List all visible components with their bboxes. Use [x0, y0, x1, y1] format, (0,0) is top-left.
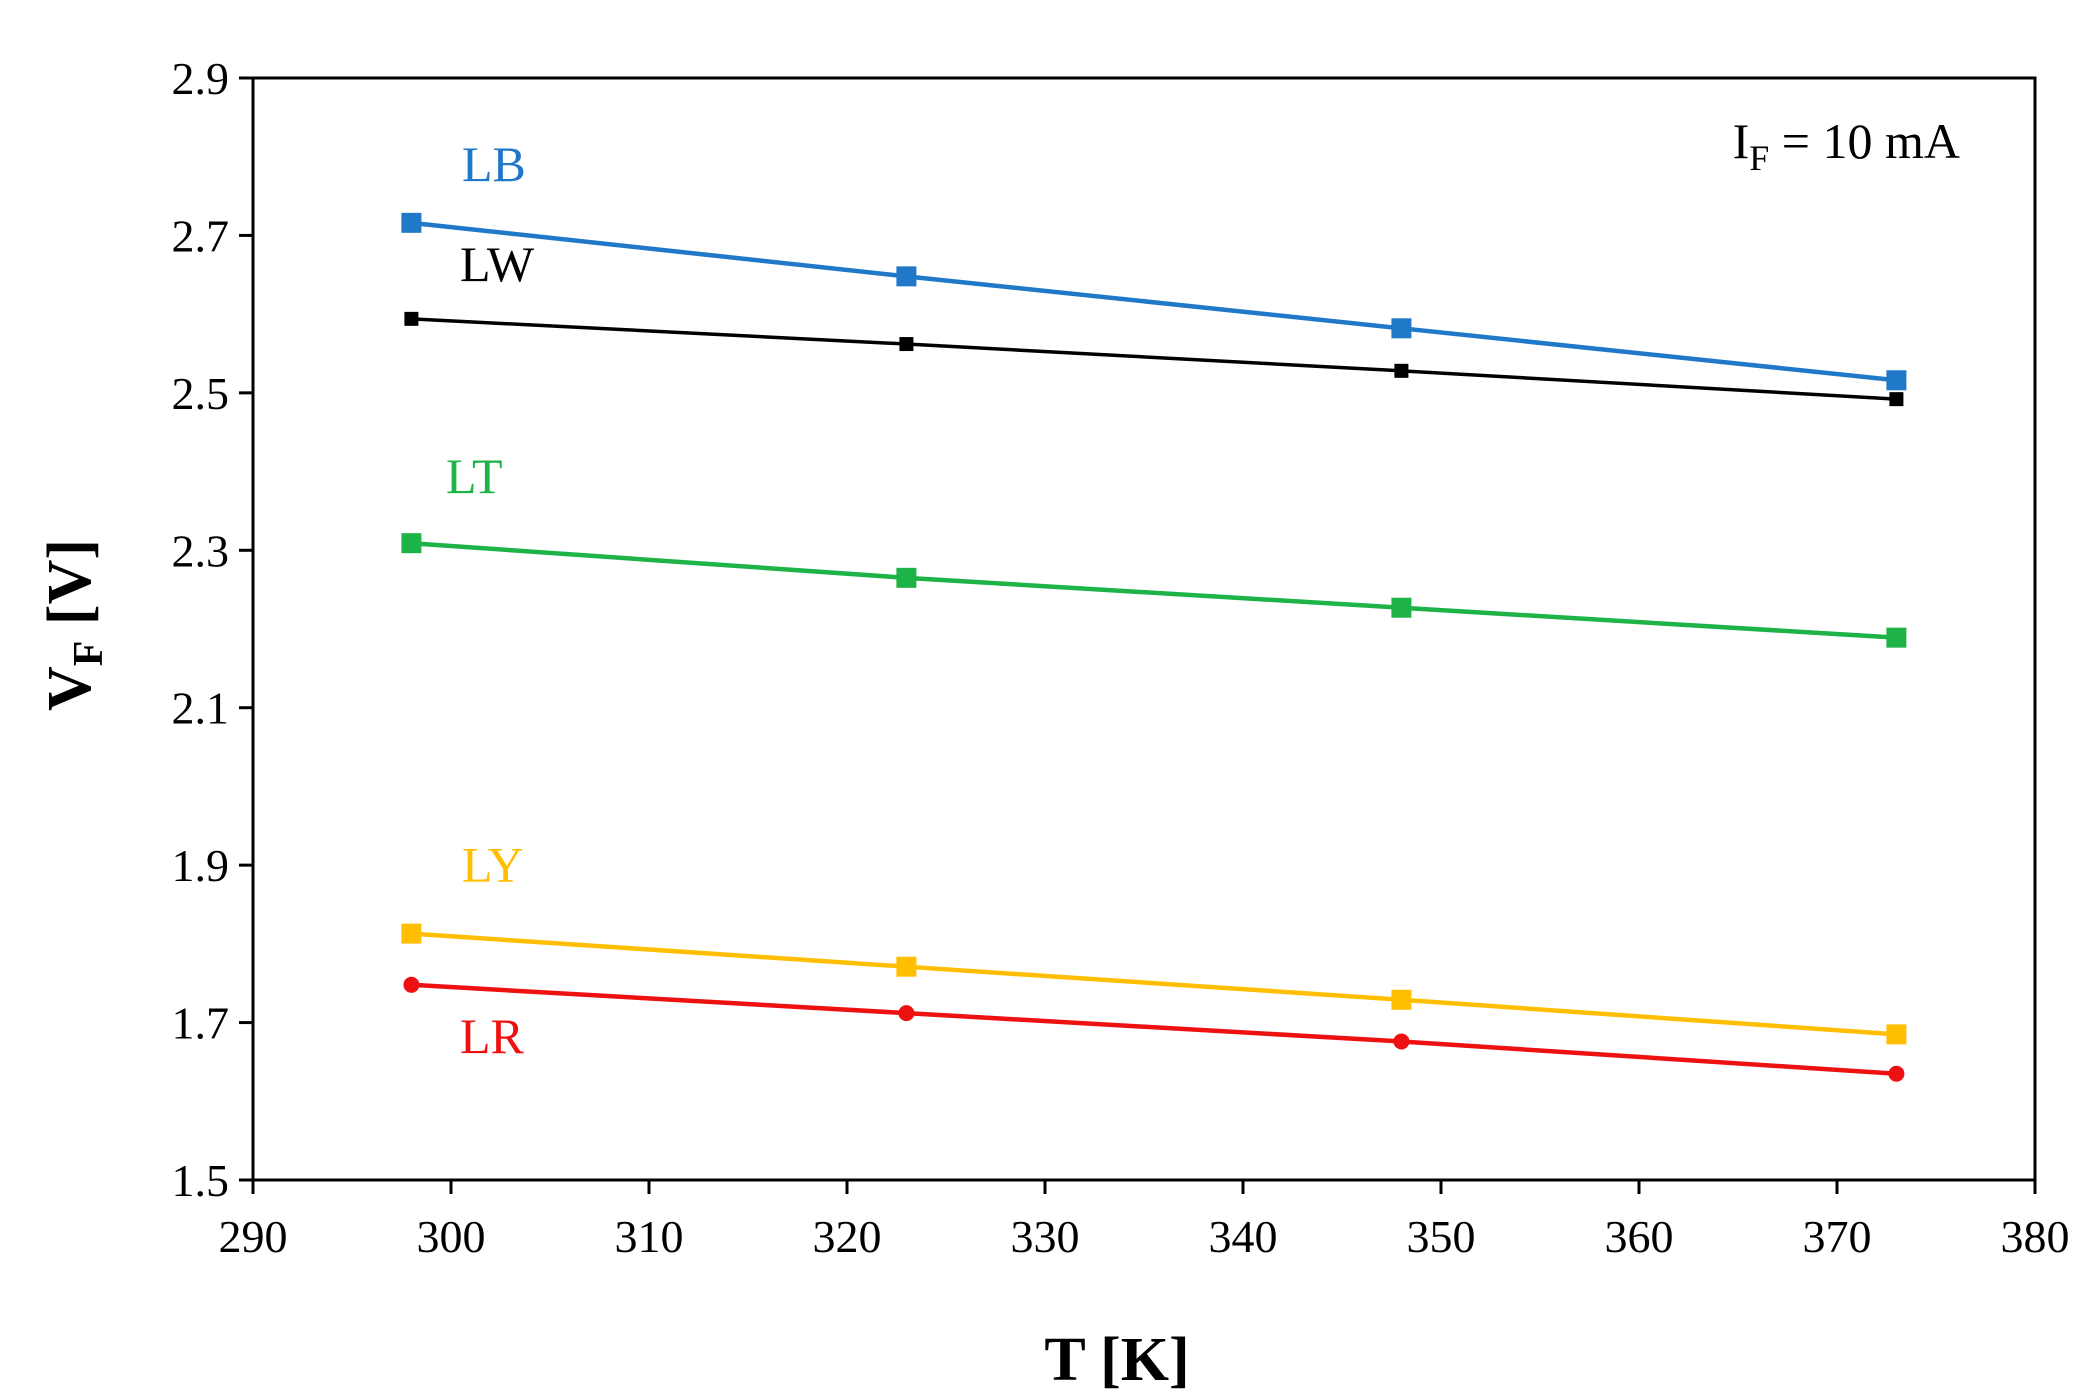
- annotation-sub: F: [1749, 138, 1769, 178]
- y-tick-label: 1.5: [172, 1155, 230, 1206]
- data-point: [403, 976, 420, 993]
- y-axis-title-suffix: [V]: [36, 539, 104, 641]
- data-point: [1394, 363, 1409, 378]
- y-tick-label: 2.5: [172, 368, 230, 419]
- x-tick-label: 290: [219, 1211, 288, 1262]
- annotation-suffix: = 10 mA: [1769, 113, 1960, 169]
- condition-annotation: IF = 10 mA: [1733, 113, 1960, 178]
- x-tick-label: 360: [1605, 1211, 1674, 1262]
- series-line: [411, 540, 1897, 640]
- x-tick-label: 370: [1803, 1211, 1872, 1262]
- y-tick-label: 1.7: [172, 998, 230, 1049]
- y-axis-title-sub: F: [66, 641, 112, 667]
- y-tick-label: 2.9: [172, 53, 230, 104]
- series-ly: LY: [401, 837, 1907, 1045]
- data-point: [896, 266, 917, 287]
- series-lt: LT: [401, 448, 1907, 648]
- data-point: [896, 956, 917, 977]
- data-point: [404, 311, 419, 326]
- data-point: [1889, 392, 1904, 407]
- x-tick-label: 380: [2001, 1211, 2070, 1262]
- series-lb: LB: [401, 136, 1907, 391]
- series-label: LB: [462, 136, 526, 192]
- plot-frame: [251, 76, 2037, 1182]
- y-tick-label: 2.1: [172, 683, 230, 734]
- data-point: [899, 337, 914, 352]
- series-lw: LW: [404, 236, 1904, 407]
- y-axis-title: VF [V]: [36, 539, 112, 711]
- series-line: [411, 931, 1897, 1037]
- x-axis-title: T [K]: [1044, 1326, 1189, 1394]
- data-point: [898, 1005, 915, 1022]
- data-point: [401, 212, 422, 233]
- data-point: [896, 567, 917, 588]
- y-axis-title-main: V: [36, 666, 104, 711]
- y-tick-label: 2.3: [172, 525, 230, 576]
- data-point: [1393, 1033, 1410, 1050]
- data-point: [1886, 370, 1907, 391]
- series-lr: LR: [403, 976, 1905, 1082]
- x-tick-label: 320: [813, 1211, 882, 1262]
- x-tick-label: 350: [1407, 1211, 1476, 1262]
- series-label: LW: [460, 236, 535, 292]
- x-tick-label: 340: [1209, 1211, 1278, 1262]
- series-label: LR: [460, 1008, 525, 1064]
- series-layer: LB LW LT LY LR: [401, 136, 1907, 1082]
- data-point: [401, 923, 422, 944]
- data-point: [1886, 1024, 1907, 1045]
- series-label: LT: [446, 448, 503, 504]
- x-tick-label: 330: [1011, 1211, 1080, 1262]
- data-point: [1391, 597, 1412, 618]
- x-tick-label: 310: [615, 1211, 684, 1262]
- data-point: [1886, 627, 1907, 648]
- series-label: LY: [462, 837, 524, 893]
- data-point: [401, 533, 422, 554]
- data-point: [1391, 318, 1412, 339]
- annotation-main: I: [1733, 113, 1750, 169]
- data-point: [1888, 1065, 1905, 1082]
- axes: 1.5 1.7 1.9 2.1 2.3 2.5 2.7 2.9 290 300 310 320 330 3…: [172, 53, 2070, 1262]
- y-tick-label: 1.9: [172, 840, 230, 891]
- series-line: [411, 317, 1897, 401]
- x-tick-label: 300: [417, 1211, 486, 1262]
- data-point: [1391, 989, 1412, 1010]
- series-line: [411, 220, 1897, 383]
- series-line: [411, 982, 1897, 1076]
- y-tick-label: 2.7: [172, 210, 230, 261]
